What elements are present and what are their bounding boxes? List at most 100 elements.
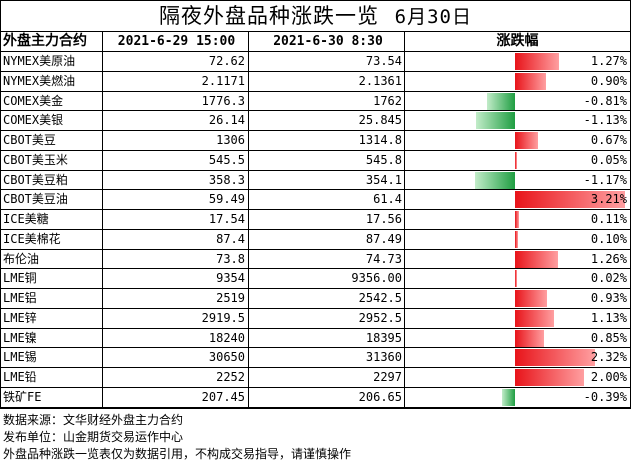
change-bar <box>515 270 517 287</box>
row-name: LME锡 <box>3 350 37 364</box>
row-prev-value: 1776.3 <box>201 94 245 108</box>
row-prev-value: 2919.5 <box>201 311 245 325</box>
change-bar <box>515 251 559 268</box>
change-bar <box>515 310 554 327</box>
footer-disclaimer: 外盘品种涨跌一览表仅为数据引用，不构成交易指导，请谨慎操作 <box>3 447 352 461</box>
change-bar <box>515 53 559 70</box>
row-prev-value: 59.49 <box>208 192 245 206</box>
change-bar <box>515 73 546 90</box>
row-divider <box>1 347 630 348</box>
column-divider <box>248 31 249 408</box>
row-divider <box>1 150 630 151</box>
row-name: CBOT美玉米 <box>3 153 68 167</box>
header-change: 涨跌幅 <box>496 33 539 49</box>
row-change-label: -0.81% <box>583 94 627 108</box>
row-curr-value: 2542.5 <box>358 291 402 305</box>
change-bar <box>515 211 519 228</box>
row-divider <box>1 367 630 368</box>
header-col2: 2021-6-30 8:30 <box>273 34 383 49</box>
row-curr-value: 206.65 <box>358 390 402 404</box>
title-text: 隔夜外盘品种涨跌一览 <box>158 4 379 28</box>
row-name: NYMEX美原油 <box>3 54 76 68</box>
change-bar <box>501 389 515 406</box>
change-bar <box>515 349 595 366</box>
row-name: CBOT美豆 <box>3 133 56 147</box>
row-curr-value: 87.49 <box>365 232 402 246</box>
row-curr-value: 18395 <box>365 331 402 345</box>
row-prev-value: 2252 <box>216 370 245 384</box>
column-divider <box>102 31 103 408</box>
change-bar <box>474 172 515 189</box>
row-change-label: 0.85% <box>590 331 627 345</box>
row-divider <box>1 130 630 131</box>
row-prev-value: 9354 <box>216 271 245 285</box>
row-prev-value: 2519 <box>216 291 245 305</box>
footer-publisher: 发布单位：山金期货交易运作中心 <box>3 430 184 444</box>
row-change-label: 1.27% <box>590 54 627 68</box>
row-name: COMEX美金 <box>3 94 64 108</box>
row-name: ICE美糖 <box>3 212 49 226</box>
row-name: NYMEX美燃油 <box>3 74 76 88</box>
row-name: 铁矿FE <box>3 390 42 404</box>
row-change-label: 2.32% <box>590 350 627 364</box>
footer-source: 数据来源：文华财经外盘主力合约 <box>3 413 184 427</box>
row-curr-value: 74.73 <box>365 252 402 266</box>
change-bar <box>515 330 545 347</box>
row-divider <box>1 328 630 329</box>
change-bar <box>487 93 515 110</box>
row-divider <box>1 189 630 190</box>
row-divider <box>1 268 630 269</box>
row-prev-value: 2.1171 <box>201 74 245 88</box>
row-change-label: 3.21% <box>590 192 627 206</box>
row-curr-value: 73.54 <box>365 54 402 68</box>
row-curr-value: 25.845 <box>358 113 402 127</box>
row-prev-value: 17.54 <box>208 212 245 226</box>
row-change-label: 1.26% <box>590 252 627 266</box>
column-divider <box>404 31 405 408</box>
row-curr-value: 1314.8 <box>358 133 402 147</box>
row-name: LME铜 <box>3 271 37 285</box>
row-prev-value: 358.3 <box>208 173 245 187</box>
row-curr-value: 545.8 <box>365 153 402 167</box>
row-prev-value: 30650 <box>208 350 245 364</box>
row-divider <box>1 71 630 72</box>
change-bar <box>515 152 517 169</box>
row-change-label: -1.17% <box>583 173 627 187</box>
row-change-label: 2.00% <box>590 370 627 384</box>
row-curr-value: 31360 <box>365 350 402 364</box>
header-name: 外盘主力合约 <box>3 33 87 49</box>
change-bar <box>515 290 547 307</box>
row-curr-value: 9356.00 <box>351 271 402 285</box>
row-divider <box>1 387 630 388</box>
table-title: 隔夜外盘品种涨跌一览 6月30日 <box>1 1 630 32</box>
row-name: LME镍 <box>3 331 37 345</box>
row-change-label: 0.90% <box>590 74 627 88</box>
row-name: LME铝 <box>3 291 37 305</box>
change-bar <box>476 112 515 129</box>
row-name: CBOT美豆粕 <box>3 173 68 187</box>
row-prev-value: 26.14 <box>208 113 245 127</box>
row-curr-value: 61.4 <box>373 192 402 206</box>
row-change-label: 0.10% <box>590 232 627 246</box>
change-bar <box>515 369 584 386</box>
change-bar <box>515 191 626 208</box>
row-prev-value: 1306 <box>216 133 245 147</box>
row-divider <box>1 288 630 289</box>
change-bar <box>515 231 519 248</box>
row-prev-value: 72.62 <box>208 54 245 68</box>
row-curr-value: 354.1 <box>365 173 402 187</box>
row-curr-value: 1762 <box>373 94 402 108</box>
row-name: LME铅 <box>3 370 37 384</box>
row-change-label: 0.05% <box>590 153 627 167</box>
row-name: ICE美棉花 <box>3 232 61 246</box>
row-change-label: 0.93% <box>590 291 627 305</box>
row-prev-value: 207.45 <box>201 390 245 404</box>
row-divider <box>1 249 630 250</box>
row-divider <box>1 110 630 111</box>
row-curr-value: 2952.5 <box>358 311 402 325</box>
row-change-label: 1.13% <box>590 311 627 325</box>
row-curr-value: 2.1361 <box>358 74 402 88</box>
row-prev-value: 18240 <box>208 331 245 345</box>
row-divider <box>1 229 630 230</box>
row-divider <box>1 91 630 92</box>
